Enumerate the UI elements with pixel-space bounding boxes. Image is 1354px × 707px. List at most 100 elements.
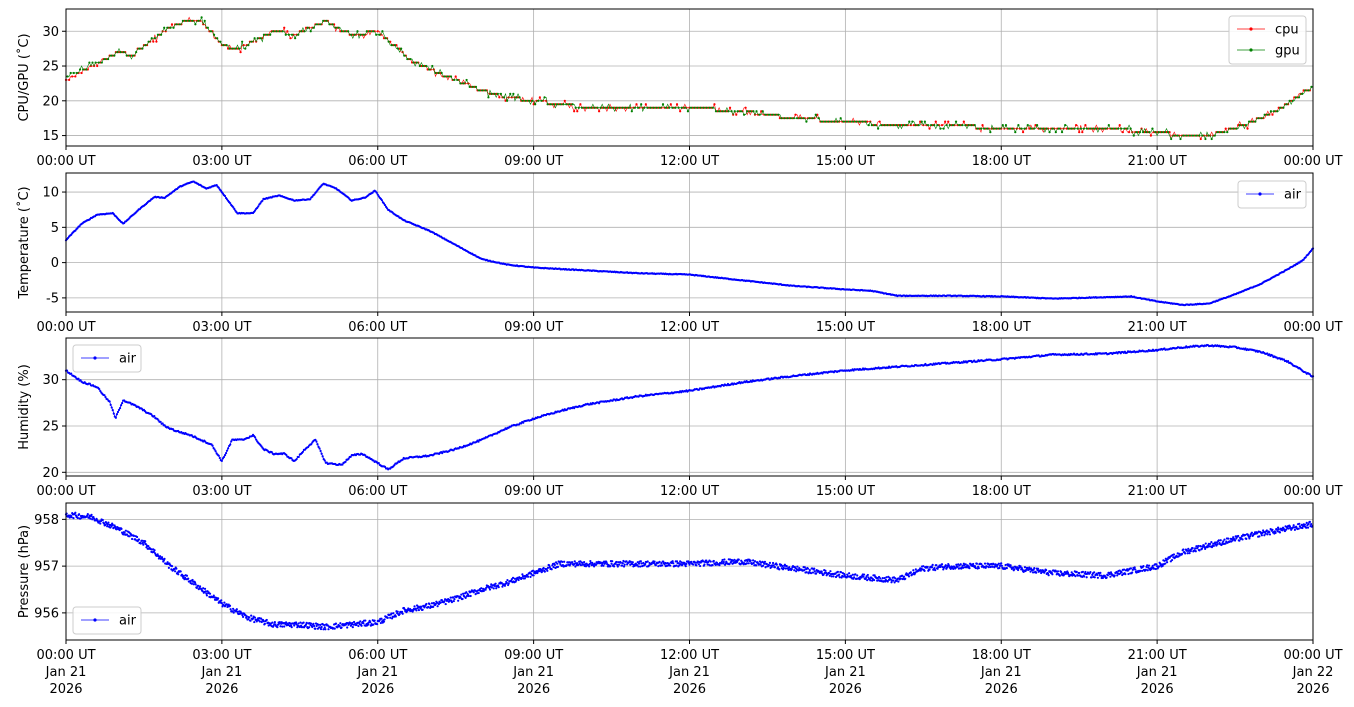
air-point bbox=[351, 626, 354, 629]
air-point bbox=[153, 549, 156, 552]
y-tick-label: 15 bbox=[42, 129, 59, 144]
cpu-point bbox=[563, 99, 566, 102]
air-point bbox=[631, 562, 634, 566]
cpu-point bbox=[576, 110, 579, 113]
air-point bbox=[553, 563, 556, 567]
y-tick-label: 10 bbox=[42, 186, 59, 201]
air-point bbox=[367, 623, 370, 626]
air-point bbox=[858, 578, 861, 581]
air-point bbox=[660, 564, 664, 567]
gpu-point bbox=[300, 30, 303, 33]
air-point bbox=[191, 578, 194, 582]
air-point bbox=[842, 575, 845, 578]
air-point bbox=[571, 561, 574, 564]
air-point bbox=[369, 620, 372, 624]
gpu-point bbox=[209, 30, 213, 33]
gpu-point bbox=[231, 47, 234, 50]
air-point bbox=[68, 516, 71, 519]
air-point bbox=[1282, 358, 1286, 361]
air-point bbox=[737, 558, 740, 561]
air-point bbox=[279, 625, 282, 628]
gpu-point bbox=[537, 99, 540, 102]
air-point bbox=[229, 443, 232, 446]
air-point bbox=[532, 574, 535, 577]
air-point bbox=[128, 535, 131, 538]
cpu-point bbox=[834, 120, 838, 123]
air-point bbox=[152, 550, 156, 554]
gpu-point bbox=[574, 106, 577, 109]
gpu-point bbox=[278, 30, 281, 33]
x-tick-label: 00:00 UT bbox=[36, 154, 95, 169]
air-point bbox=[120, 527, 123, 530]
air-point bbox=[997, 562, 1000, 565]
gpu-point bbox=[113, 54, 116, 57]
gpu-point bbox=[78, 68, 82, 71]
air-point bbox=[285, 453, 288, 457]
air-point bbox=[1266, 352, 1269, 355]
air-point bbox=[323, 623, 326, 627]
x-tick-label: 00:00 UT bbox=[1283, 154, 1342, 169]
gpu-point bbox=[939, 127, 942, 130]
air-point bbox=[828, 574, 831, 577]
cpu-point bbox=[420, 64, 423, 68]
gpu-point bbox=[359, 33, 362, 36]
gpu-point bbox=[387, 40, 390, 43]
gpu-point bbox=[1082, 127, 1085, 130]
x-tick-label: 12:00 UT bbox=[660, 320, 719, 335]
cpu-point bbox=[744, 106, 747, 109]
cpu-line bbox=[66, 16, 1312, 140]
air-point bbox=[1000, 562, 1003, 565]
air-point bbox=[928, 568, 931, 571]
gpu-point bbox=[524, 99, 527, 102]
gpu-point bbox=[371, 30, 375, 33]
gpu-point bbox=[1226, 130, 1229, 134]
gpu-point bbox=[889, 124, 892, 127]
x-tick-label: 00:00 UT bbox=[36, 320, 95, 335]
air-point bbox=[989, 565, 992, 569]
air-point bbox=[998, 564, 1002, 567]
air-point bbox=[1025, 568, 1028, 571]
gpu-point bbox=[920, 120, 923, 123]
gpu-point bbox=[337, 26, 340, 29]
series-air bbox=[64, 343, 1315, 471]
air-point bbox=[380, 199, 384, 202]
gpu-point bbox=[1266, 113, 1269, 116]
cpu-point bbox=[236, 47, 239, 50]
air-point bbox=[137, 538, 141, 541]
y-tick-label: 5 bbox=[51, 221, 59, 236]
gpu-point bbox=[565, 103, 568, 106]
legend: air bbox=[72, 344, 142, 373]
gpu-point bbox=[562, 103, 565, 106]
air-point bbox=[401, 458, 404, 461]
cpu-point bbox=[1271, 113, 1274, 116]
gpu-point bbox=[147, 40, 150, 43]
gpu-point bbox=[453, 78, 456, 82]
air-point bbox=[114, 525, 117, 529]
gpu-point bbox=[1135, 130, 1138, 134]
gpu-point bbox=[733, 110, 736, 113]
cpu-point bbox=[1199, 137, 1202, 141]
air-point bbox=[267, 624, 270, 627]
air-point bbox=[283, 625, 286, 628]
gpu-point bbox=[559, 103, 562, 106]
air-point bbox=[432, 601, 435, 605]
air-point bbox=[229, 202, 232, 205]
air-point bbox=[254, 436, 257, 439]
gpu-point bbox=[1176, 134, 1179, 137]
gpu-point bbox=[1141, 130, 1145, 134]
air-point bbox=[228, 604, 232, 607]
air-point bbox=[556, 565, 560, 568]
legend-swatch-marker bbox=[1249, 27, 1253, 31]
air-point bbox=[323, 626, 326, 629]
air-point bbox=[955, 563, 958, 566]
air-point bbox=[962, 566, 965, 569]
air-point bbox=[299, 621, 302, 624]
air-point bbox=[1074, 575, 1077, 578]
cpu-point bbox=[289, 37, 292, 40]
air-point bbox=[526, 575, 530, 578]
air-point bbox=[417, 608, 421, 612]
cpu-point bbox=[395, 44, 398, 47]
air-point bbox=[956, 565, 959, 569]
gpu-point bbox=[166, 26, 169, 29]
gpu-point bbox=[309, 30, 312, 33]
